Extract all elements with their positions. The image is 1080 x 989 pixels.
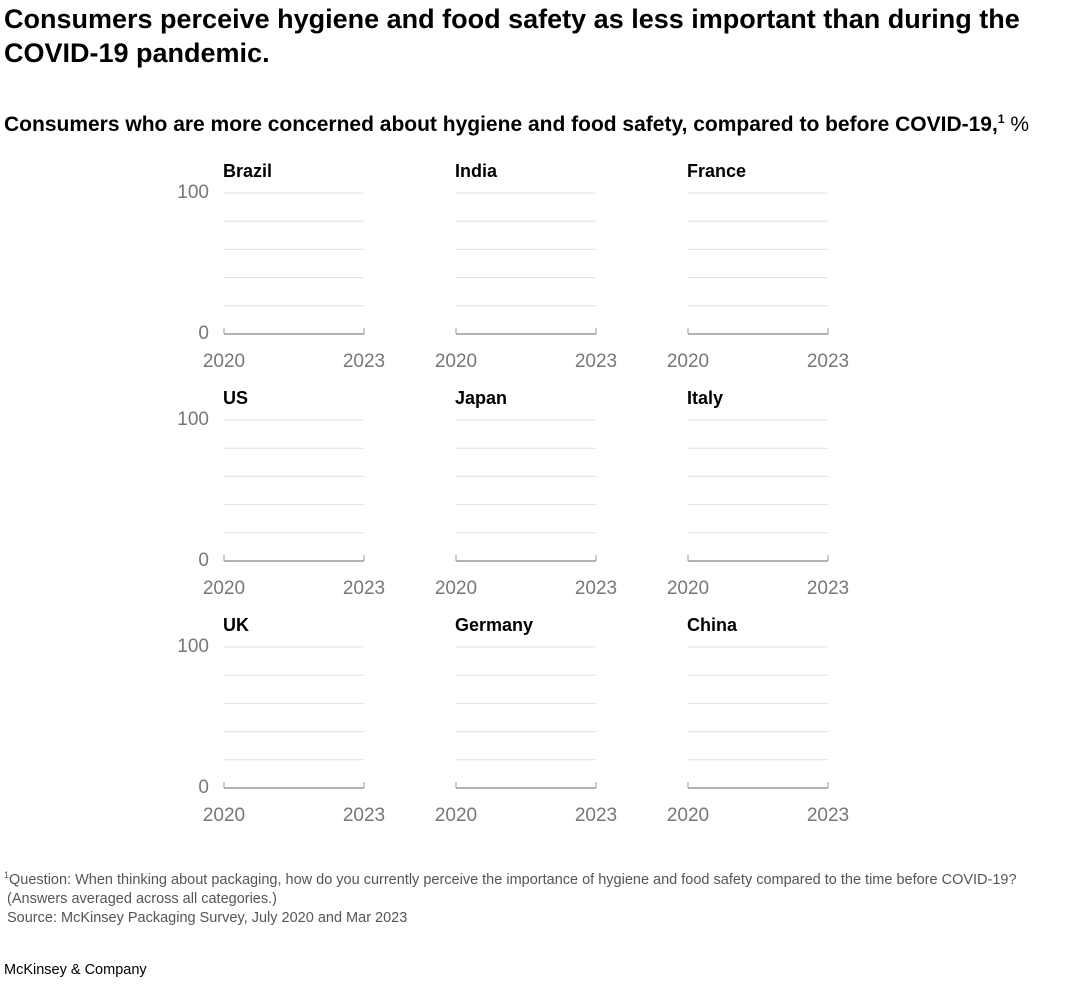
panel-title: US: [223, 388, 248, 408]
unit: %: [1010, 113, 1030, 136]
x-tick-label: 2020: [667, 805, 709, 826]
x-tick-label: 2023: [807, 351, 849, 372]
footnote: 1Question: When thinking about packaging…: [4, 866, 1017, 890]
y-tick-label: 100: [177, 182, 209, 203]
x-tick-label: 2020: [203, 578, 245, 599]
x-tick-label: 2023: [575, 805, 617, 826]
y-tick-label: 0: [198, 777, 209, 798]
x-tick-label: 2023: [343, 351, 385, 372]
x-tick-label: 2023: [807, 578, 849, 599]
x-tick-label: 2023: [343, 805, 385, 826]
x-tick-label: 2020: [667, 578, 709, 599]
footnotes: 1Question: When thinking about packaging…: [4, 866, 1017, 928]
x-tick-label: 2023: [575, 578, 617, 599]
subtitle-text: Consumers who are more concerned about h…: [4, 113, 998, 136]
panel-title: Brazil: [223, 161, 272, 181]
x-tick-label: 2020: [435, 351, 477, 372]
x-tick-label: 2020: [203, 351, 245, 372]
panel-title: India: [455, 161, 498, 181]
x-tick-label: 2023: [343, 578, 385, 599]
panel-title: UK: [223, 615, 249, 635]
panel-title: France: [687, 161, 746, 181]
x-tick-label: 2020: [435, 578, 477, 599]
footnote-marker: 1: [4, 870, 10, 880]
panel-title: Japan: [455, 388, 507, 408]
y-tick-label: 100: [177, 409, 209, 430]
note-marker: 1: [997, 112, 1005, 126]
footnote-cont: (Answers averaged across all categories.…: [7, 890, 277, 907]
x-tick-label: 2023: [575, 351, 617, 372]
title: Consumers perceive hygiene and food safe…: [4, 4, 1020, 68]
footnote-text: Question: When thinking about packaging,…: [9, 871, 1017, 888]
subtitle: Consumers who are more concerned about h…: [4, 112, 1029, 137]
y-tick-label: 100: [177, 636, 209, 657]
y-tick-label: 0: [198, 550, 209, 571]
x-tick-label: 2023: [807, 805, 849, 826]
source: Source: McKinsey Packaging Survey, July …: [7, 909, 408, 926]
y-tick-label: 0: [198, 323, 209, 344]
panel-title: Italy: [687, 388, 723, 408]
x-tick-label: 2020: [435, 805, 477, 826]
chart: Brazil 0 100 2020 2023 India 2020 2023 France 202…: [177, 161, 849, 826]
panel-title: China: [687, 615, 738, 635]
panel-title: Germany: [455, 615, 533, 635]
x-tick-label: 2020: [203, 805, 245, 826]
brand: McKinsey & Company: [4, 962, 147, 978]
x-tick-label: 2020: [667, 351, 709, 372]
